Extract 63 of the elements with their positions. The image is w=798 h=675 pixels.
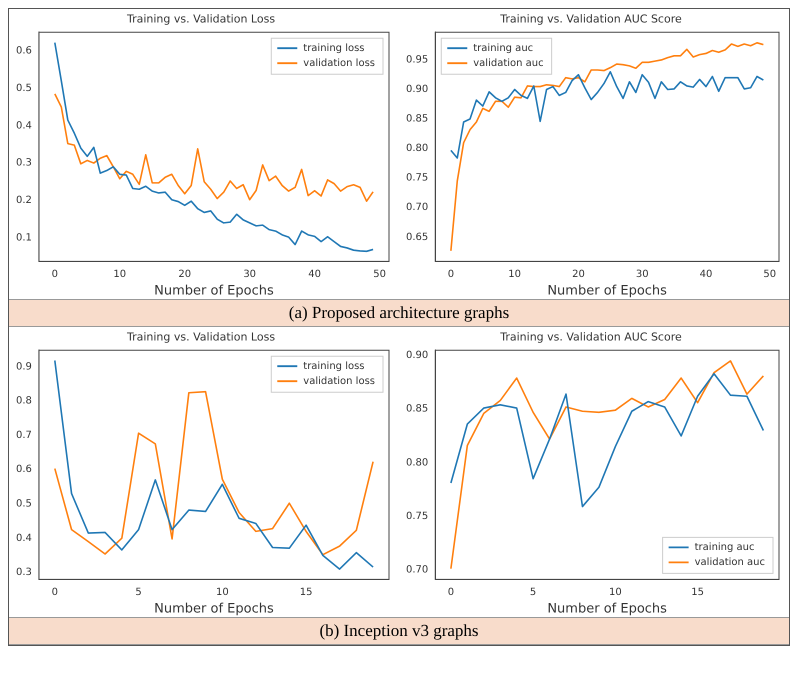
text: (a) Proposed architecture graphs: [9, 299, 789, 327]
chart-title: Training vs. Validation AUC Score: [499, 330, 682, 344]
x-axis-title: Number of Epochs: [154, 284, 274, 299]
y-tick-label: 0.8: [16, 396, 32, 407]
x-tick-label: 30: [636, 268, 649, 280]
y-tick-label: 0.1: [16, 232, 32, 244]
legend-label: training auc: [694, 542, 755, 553]
x-tick-label: 20: [572, 268, 585, 280]
legend-label: validation auc: [694, 556, 766, 568]
y-tick-label: 0.70: [406, 564, 428, 576]
legend-label: validation loss: [303, 58, 376, 69]
x-axis-title: Number of Epochs: [547, 284, 668, 299]
y-tick-label: 0.5: [16, 498, 32, 510]
x-tick-label: 50: [373, 268, 386, 280]
y-tick-label: 0.3: [16, 567, 32, 578]
x-tick-label: 10: [216, 586, 229, 598]
x-axis-title: Number of Epochs: [154, 602, 274, 617]
y-tick-label: 0.85: [406, 404, 428, 415]
x-tick-label: 0: [52, 268, 58, 280]
x-tick-label: 50: [763, 268, 776, 280]
y-tick-label: 0.4: [16, 532, 32, 544]
legend-label: training auc: [473, 42, 534, 54]
x-tick-label: 40: [308, 268, 321, 280]
x-axis-title: Number of Epochs: [547, 602, 668, 617]
y-tick-label: 0.80: [406, 143, 428, 154]
x-tick-label: 30: [243, 268, 256, 280]
y-tick-label: 0.6: [16, 464, 32, 476]
y-tick-label: 0.70: [406, 202, 428, 214]
x-tick-label: 10: [113, 268, 126, 280]
y-tick-label: 0.6: [16, 45, 32, 56]
x-tick-label: 5: [530, 586, 536, 598]
x-tick-label: 5: [135, 586, 142, 598]
y-tick-label: 0.3: [16, 158, 32, 169]
x-tick-label: 0: [448, 586, 454, 598]
legend-label: training loss: [303, 360, 365, 372]
text: (b) Inception v3 graphs: [9, 617, 789, 645]
chart-title: Training vs. Validation Loss: [126, 12, 276, 26]
x-tick-label: 10: [508, 268, 522, 280]
y-tick-label: 0.75: [406, 510, 428, 522]
x-tick-label: 0: [448, 268, 454, 280]
y-tick-label: 0.5: [16, 82, 32, 94]
x-tick-label: 15: [300, 586, 312, 598]
y-tick-label: 0.65: [406, 232, 428, 243]
x-tick-label: 15: [691, 586, 704, 598]
y-tick-label: 0.4: [16, 120, 32, 132]
y-tick-label: 0.85: [406, 114, 428, 125]
y-tick-label: 0.90: [406, 350, 428, 362]
legend-label: validation auc: [473, 58, 544, 69]
y-tick-label: 0.9: [16, 361, 32, 372]
y-tick-label: 0.7: [16, 430, 32, 441]
x-tick-label: 10: [608, 586, 622, 598]
chart-title: Training vs. Validation Loss: [126, 330, 276, 344]
y-tick-label: 0.75: [406, 172, 428, 184]
legend-label: validation loss: [303, 376, 376, 387]
legend-label: training loss: [303, 42, 365, 54]
chart-title: Training vs. Validation AUC Score: [499, 12, 682, 26]
x-tick-label: 0: [52, 586, 58, 598]
y-tick-label: 0.95: [406, 54, 428, 66]
y-tick-label: 0.90: [406, 84, 428, 96]
y-tick-label: 0.2: [16, 195, 32, 206]
x-tick-label: 20: [178, 268, 192, 280]
y-tick-label: 0.80: [406, 457, 428, 468]
x-tick-label: 40: [700, 268, 712, 280]
